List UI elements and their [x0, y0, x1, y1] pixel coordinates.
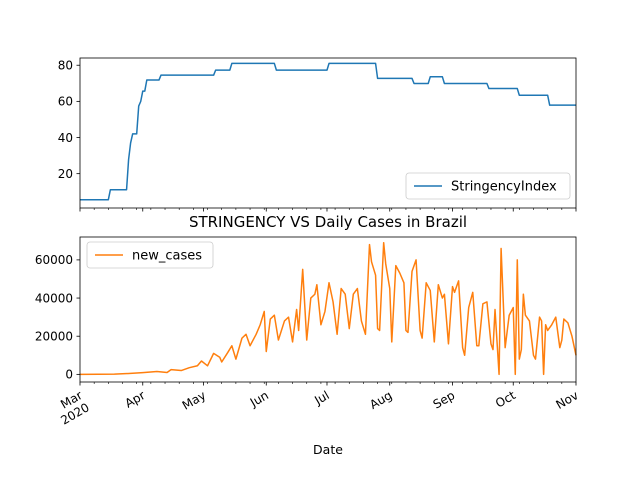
new-cases-y-tick-label: 60000: [35, 253, 73, 267]
new-cases-y-ticks: 0 20000 40000 60000: [35, 253, 80, 382]
stringency-legend-label: StringencyIndex: [451, 180, 557, 195]
stringency-y-ticks: 20 40 60 80: [58, 59, 80, 181]
stringency-axes-frame: [79, 57, 577, 209]
new-cases-legend: new_cases: [86, 241, 214, 269]
stringency-y-tick-label: 40: [58, 131, 73, 145]
new-cases-y-tick-label: 0: [65, 368, 73, 382]
new-cases-series-group: [79, 241, 577, 376]
new-cases-legend-box: [86, 241, 214, 269]
new-cases-y-tick-label: 20000: [35, 330, 73, 344]
stringency-series-group: [80, 62, 576, 201]
stringency-line-0: [80, 62, 576, 201]
chart-title: STRINGENCY VS Daily Cases in Brazil: [189, 213, 467, 231]
stringency-y-tick-label: 80: [58, 59, 73, 73]
new-cases-x-tick-label: Jul: [311, 388, 331, 408]
new-cases-y-tick-label: 40000: [35, 291, 73, 305]
x-axis-label: Date: [313, 442, 343, 457]
stringency-y-tick-label: 60: [58, 95, 73, 109]
new-cases-axes-frame: [79, 236, 577, 383]
new-cases-line-0: [79, 241, 577, 376]
stringency-y-tick-label: 20: [58, 167, 73, 181]
new-cases-legend-label: new_cases: [132, 249, 202, 264]
stringency-legend-box: [405, 172, 571, 200]
stringency-axes: 20 40 60 80 StringencyIndex: [58, 57, 577, 212]
stringency-legend: StringencyIndex: [405, 172, 571, 200]
